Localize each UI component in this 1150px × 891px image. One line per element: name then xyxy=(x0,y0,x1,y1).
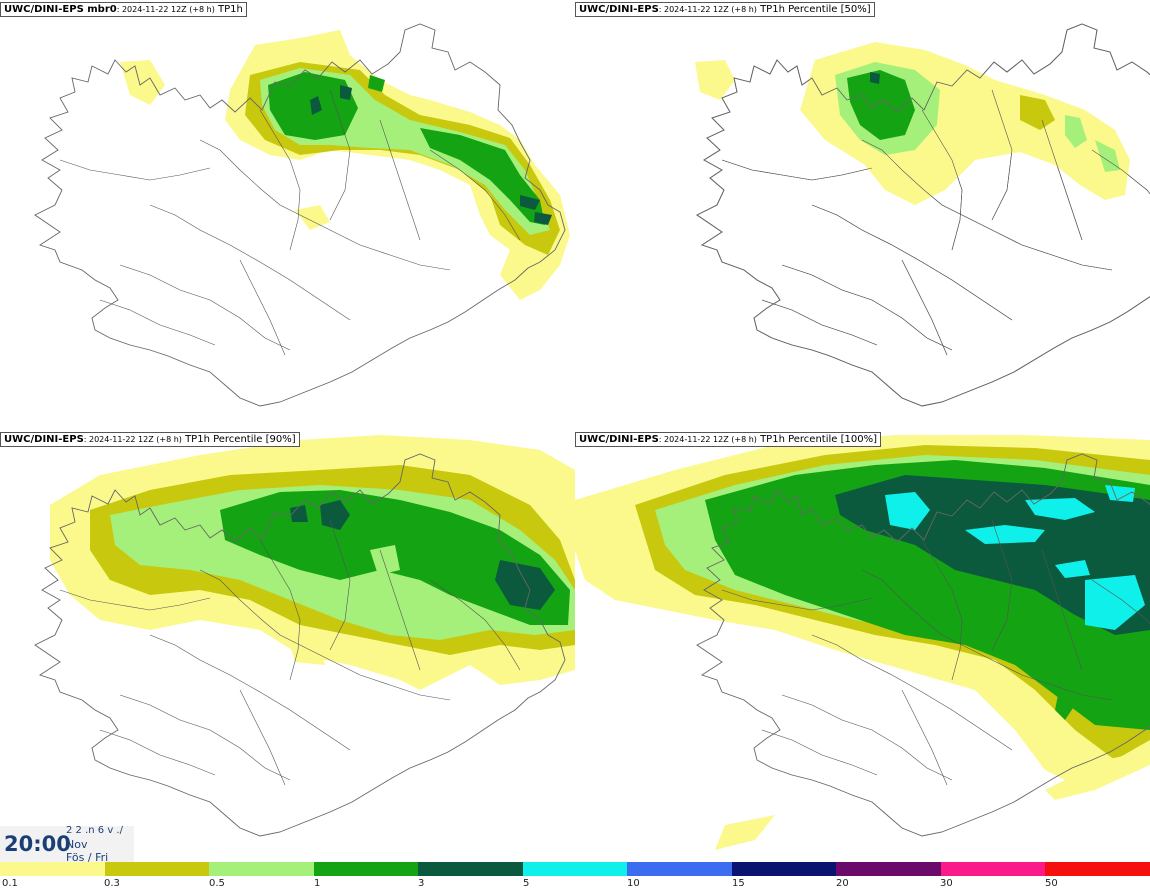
colorscale-swatch xyxy=(104,862,210,876)
colorscale-swatch xyxy=(731,862,837,876)
colorscale-swatch xyxy=(522,862,628,876)
map-panel-p100: UWC/DINI-EPS: 2024-11-22 12Z (+8 h) TP1h… xyxy=(575,430,1150,860)
panel-title: UWC/DINI-EPS: 2024-11-22 12Z (+8 h) TP1h… xyxy=(575,432,881,447)
precip-field xyxy=(120,30,570,300)
map-panel-p90: UWC/DINI-EPS: 2024-11-22 12Z (+8 h) TP1h… xyxy=(0,430,575,860)
panel-title: UWC/DINI-EPS mbr0: 2024-11-22 12Z (+8 h)… xyxy=(0,2,247,17)
valid-time: 20:00 xyxy=(4,832,71,856)
map-panel-mbr0: UWC/DINI-EPS mbr0: 2024-11-22 12Z (+8 h)… xyxy=(0,0,575,430)
colorscale-swatch xyxy=(627,862,732,876)
precip-field xyxy=(575,435,1150,850)
precip-colorscale: 0.1 0.3 0.5 1 3 5 10 15 20 30 50 xyxy=(0,862,1150,891)
colorscale-swatch xyxy=(418,862,523,876)
valid-time-box: 20:00 2 2 .n 6 v ./ Nov Fös / Fri xyxy=(0,825,134,862)
colorscale-swatch xyxy=(313,862,419,876)
colorscale-label: 50 xyxy=(1045,878,1058,889)
colorscale-bar xyxy=(0,862,1150,876)
colorscale-label: 15 xyxy=(732,878,745,889)
colorscale-swatch xyxy=(1045,862,1150,876)
colorscale-label: 10 xyxy=(627,878,640,889)
valid-weekday: Fös / Fri xyxy=(66,851,109,862)
colorscale-label: 5 xyxy=(523,878,530,889)
colorscale-label: 20 xyxy=(836,878,849,889)
colorscale-label: 30 xyxy=(940,878,953,889)
colorscale-swatch xyxy=(940,862,1046,876)
panel-title: UWC/DINI-EPS: 2024-11-22 12Z (+8 h) TP1h… xyxy=(575,2,875,17)
colorscale-swatch xyxy=(836,862,941,876)
colorscale-label: 3 xyxy=(418,878,425,889)
panel-title: UWC/DINI-EPS: 2024-11-22 12Z (+8 h) TP1h… xyxy=(0,432,300,447)
precip-field xyxy=(50,435,575,690)
colorscale-swatch xyxy=(0,862,105,876)
map-panel-p50: UWC/DINI-EPS: 2024-11-22 12Z (+8 h) TP1h… xyxy=(575,0,1150,430)
colorscale-label: 0.5 xyxy=(209,878,225,889)
valid-month: Nov xyxy=(66,838,88,851)
colorscale-swatch xyxy=(209,862,314,876)
valid-date-partial: 2 2 .n 6 v ./ xyxy=(66,825,123,836)
precip-field xyxy=(695,42,1130,205)
colorscale-label: 1 xyxy=(314,878,321,889)
colorscale-label: 0.1 xyxy=(2,878,18,889)
colorscale-label: 0.3 xyxy=(104,878,120,889)
